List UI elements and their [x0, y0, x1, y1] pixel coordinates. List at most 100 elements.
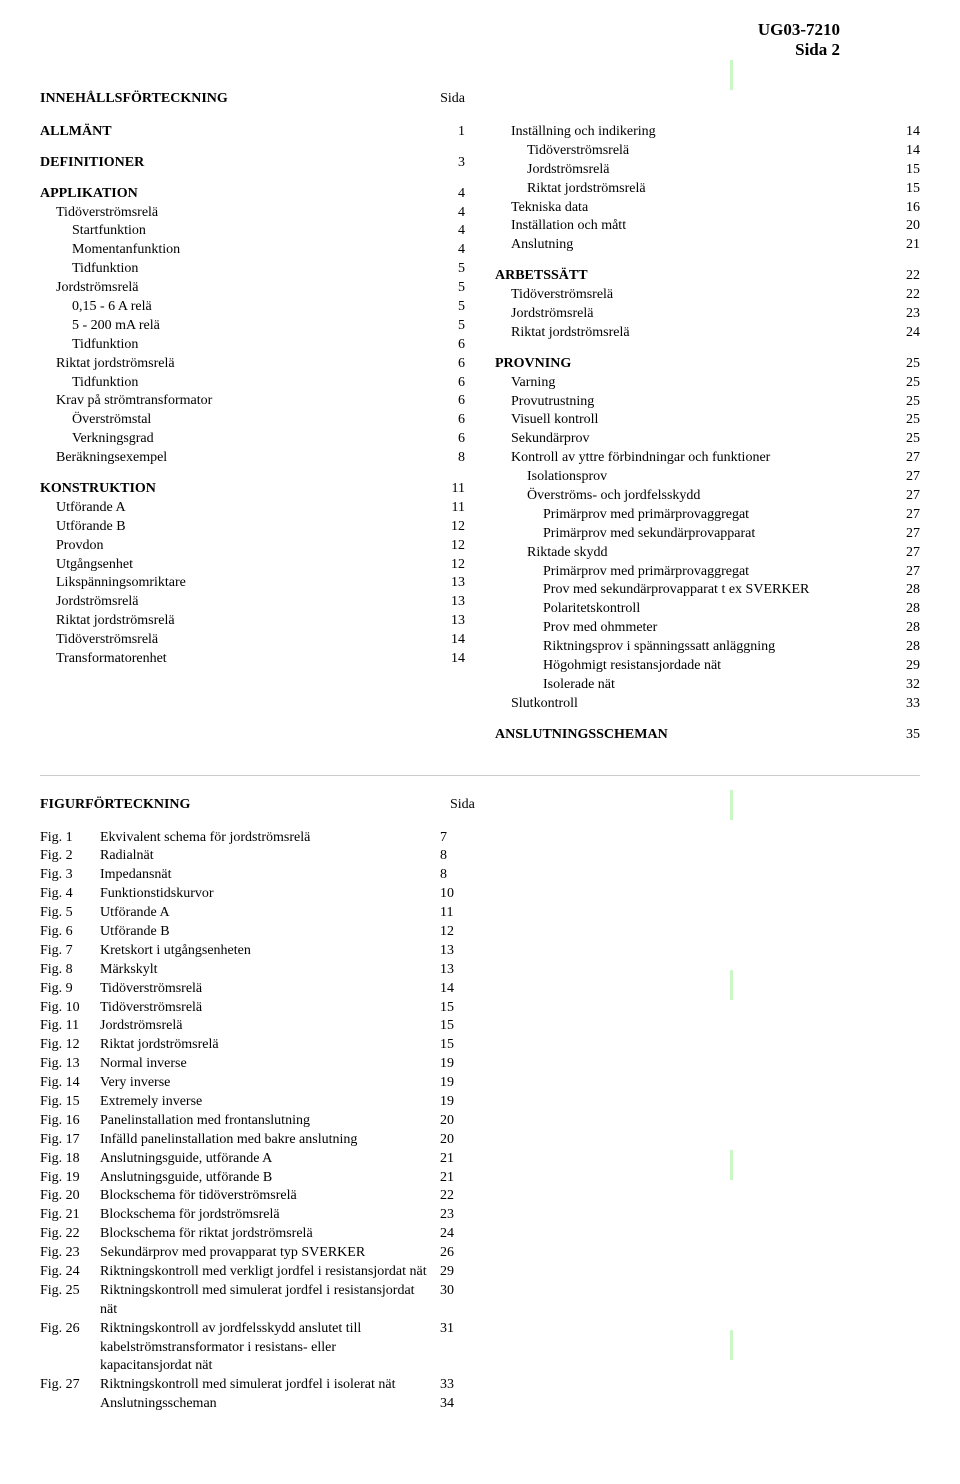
toc-page: 5	[435, 279, 465, 298]
figure-entry: Fig. 15Extremely inverse19	[40, 1093, 920, 1112]
figure-page: 33	[440, 1376, 470, 1395]
figure-entry: Fig. 26Riktningskontroll av jordfelsskyd…	[40, 1320, 920, 1377]
figure-heading-row: FIGURFÖRTECKNING Sida	[40, 796, 480, 815]
figure-entry: Fig. 13Normal inverse19	[40, 1055, 920, 1074]
toc-entry: Provutrustning25	[495, 393, 920, 412]
toc-entry: Tidfunktion6	[40, 374, 465, 393]
toc-page: 14	[435, 650, 465, 669]
toc-entry: Provdon12	[40, 537, 465, 556]
toc-entry: Inställation och mått20	[495, 217, 920, 236]
scan-artifact	[730, 60, 733, 90]
toc-page: 6	[435, 355, 465, 374]
figure-title: Kretskort i utgångsenheten	[100, 942, 440, 961]
toc-label: Utgångsenhet	[40, 556, 435, 575]
toc-page: 11	[435, 499, 465, 518]
toc-entry: Prov med ohmmeter28	[495, 619, 920, 638]
toc-entry: ANSLUTNINGSSCHEMAN35	[495, 726, 920, 745]
page-header: UG03-7210 Sida 2	[40, 20, 920, 60]
scan-artifact	[730, 1330, 733, 1360]
figure-number: Fig. 21	[40, 1206, 100, 1225]
figure-title: Märkskylt	[100, 961, 440, 980]
figure-entry: Fig. 21Blockschema för jordströmsrelä23	[40, 1206, 920, 1225]
figure-number: Fig. 23	[40, 1244, 100, 1263]
toc-page: 20	[890, 217, 920, 236]
toc-label: Primärprov med primärprovaggregat	[495, 506, 890, 525]
figure-number: Fig. 10	[40, 999, 100, 1018]
toc-page: 23	[890, 305, 920, 324]
figure-number: Fig. 8	[40, 961, 100, 980]
figure-number: Fig. 20	[40, 1187, 100, 1206]
toc-entry: PROVNING25	[495, 355, 920, 374]
toc-page: 21	[890, 236, 920, 255]
scan-artifact	[730, 1150, 733, 1180]
toc-entry: Riktat jordströmsrelä15	[495, 180, 920, 199]
figure-page: 29	[440, 1263, 470, 1282]
page-column-label: Sida	[450, 796, 480, 815]
figure-number: Fig. 18	[40, 1150, 100, 1169]
toc-entry: Momentanfunktion4	[40, 241, 465, 260]
figure-entry: Fig. 27Riktningskontroll med simulerat j…	[40, 1376, 920, 1395]
toc-label: Verkningsgrad	[40, 430, 435, 449]
toc-page: 6	[435, 392, 465, 411]
toc-page: 6	[435, 336, 465, 355]
figure-page: 8	[440, 847, 470, 866]
figure-title: Anslutningsguide, utförande B	[100, 1169, 440, 1188]
figure-entry: Fig. 1Ekvivalent schema för jordströmsre…	[40, 829, 920, 848]
figure-title: Ekvivalent schema för jordströmsrelä	[100, 829, 440, 848]
toc-entry: Jordströmsrelä5	[40, 279, 465, 298]
toc-entry: Krav på strömtransformator6	[40, 392, 465, 411]
figure-page: 21	[440, 1169, 470, 1188]
figure-page: 31	[440, 1320, 470, 1377]
left-column: INNEHÅLLSFÖRTECKNING Sida ALLMÄNT1DEFINI…	[40, 90, 465, 745]
toc-entry: Tidöverströmsrelä22	[495, 286, 920, 305]
figure-title: Anslutningsscheman	[100, 1395, 440, 1414]
toc-label: Kontroll av yttre förbindningar och funk…	[495, 449, 890, 468]
figure-entry: Fig. 16Panelinstallation med frontanslut…	[40, 1112, 920, 1131]
toc-page: 12	[435, 537, 465, 556]
figure-number: Fig. 27	[40, 1376, 100, 1395]
toc-label: Isolerade nät	[495, 676, 890, 695]
toc-page: 27	[890, 449, 920, 468]
figure-page: 20	[440, 1131, 470, 1150]
toc-entry: Slutkontroll33	[495, 695, 920, 714]
toc-label: Inställning och indikering	[495, 123, 890, 142]
figure-title: Tidöverströmsrelä	[100, 980, 440, 999]
toc-entry: Riktade skydd27	[495, 544, 920, 563]
toc-page: 13	[435, 574, 465, 593]
figure-number: Fig. 26	[40, 1320, 100, 1377]
toc-entry: Isolerade nät32	[495, 676, 920, 695]
toc-page: 25	[890, 355, 920, 374]
toc-label: Överströmstal	[40, 411, 435, 430]
toc-label: Riktningsprov i spänningssatt anläggning	[495, 638, 890, 657]
toc-page: 35	[890, 726, 920, 745]
figure-page: 14	[440, 980, 470, 999]
toc-entry: Tidfunktion5	[40, 260, 465, 279]
figure-page: 22	[440, 1187, 470, 1206]
figure-title: Riktningskontroll med simulerat jordfel …	[100, 1376, 440, 1395]
toc-entry: Visuell kontroll25	[495, 411, 920, 430]
toc-page: 1	[435, 123, 465, 142]
toc-label: ANSLUTNINGSSCHEMAN	[495, 726, 890, 745]
figure-page: 19	[440, 1074, 470, 1093]
toc-page: 5	[435, 317, 465, 336]
figure-page: 12	[440, 923, 470, 942]
toc-entry: Tidöverströmsrelä4	[40, 204, 465, 223]
toc-entry: Jordströmsrelä13	[40, 593, 465, 612]
figure-page: 10	[440, 885, 470, 904]
toc-heading: INNEHÅLLSFÖRTECKNING	[40, 90, 435, 109]
toc-label: Momentanfunktion	[40, 241, 435, 260]
figure-page: 34	[440, 1395, 470, 1414]
toc-label: Isolationsprov	[495, 468, 890, 487]
toc-entry: Polaritetskontroll28	[495, 600, 920, 619]
toc-label: Tidfunktion	[40, 260, 435, 279]
scan-artifact	[730, 970, 733, 1000]
toc-page: 25	[890, 430, 920, 449]
figure-entry: Fig. 14Very inverse19	[40, 1074, 920, 1093]
toc-entry: Högohmigt resistansjordade nät29	[495, 657, 920, 676]
figure-number: Fig. 22	[40, 1225, 100, 1244]
toc-heading-row: INNEHÅLLSFÖRTECKNING Sida	[40, 90, 465, 109]
toc-entry: Varning25	[495, 374, 920, 393]
right-toc-list: Inställning och indikering14Tidöverström…	[495, 123, 920, 745]
toc-entry: Överströms- och jordfelsskydd27	[495, 487, 920, 506]
figure-number: Fig. 3	[40, 866, 100, 885]
